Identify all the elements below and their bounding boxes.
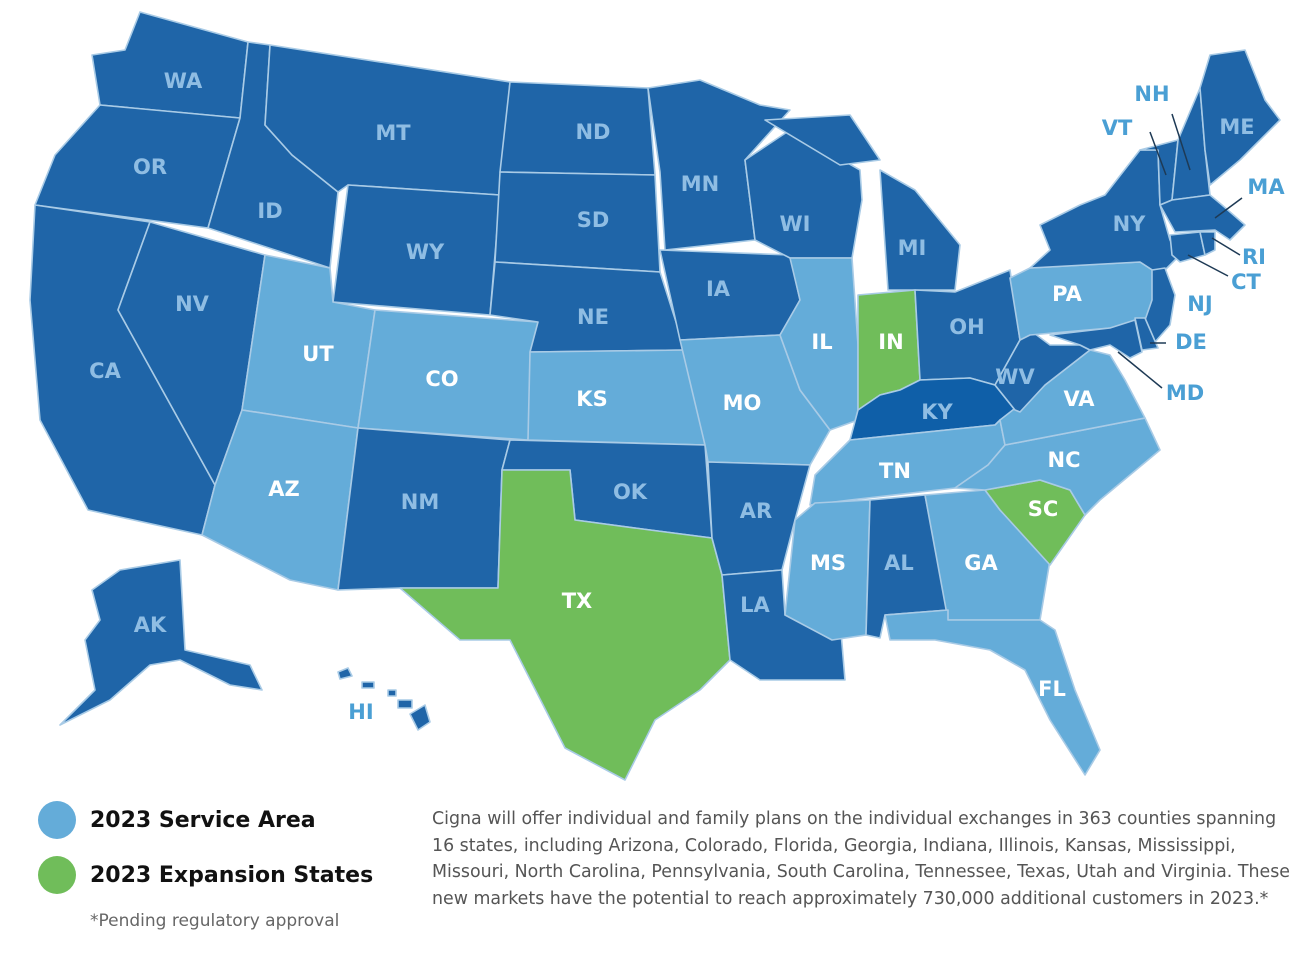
state-label-sd: SD <box>577 208 610 232</box>
state-wa[interactable] <box>91 11 249 119</box>
state-label-il: IL <box>811 330 832 354</box>
state-label-hi: HI <box>348 700 373 724</box>
state-label-al: AL <box>884 551 914 575</box>
state-md[interactable] <box>1049 319 1143 359</box>
state-label-nj: NJ <box>1187 292 1212 316</box>
state-label-mi: MI <box>898 236 927 260</box>
state-label-ar: AR <box>740 499 772 523</box>
state-label-wv: WV <box>995 365 1035 389</box>
state-label-nc: NC <box>1048 448 1081 472</box>
legend-item-service-area: 2023 Service Area <box>38 800 398 840</box>
state-nj[interactable] <box>1144 267 1176 343</box>
state-label-nv: NV <box>175 292 210 316</box>
state-label-nm: NM <box>401 490 439 514</box>
state-label-ut: UT <box>302 342 334 366</box>
state-label-nd: ND <box>575 120 610 144</box>
legend-label-expansion-states: 2023 Expansion States <box>90 862 374 888</box>
leader-line-md <box>1117 351 1163 389</box>
state-label-co: CO <box>425 367 458 391</box>
state-or[interactable] <box>34 104 241 229</box>
state-tx[interactable] <box>399 469 731 781</box>
state-label-vt: VT <box>1102 116 1133 140</box>
state-label-in: IN <box>878 330 903 354</box>
state-nc[interactable] <box>954 417 1161 516</box>
state-label-ma: MA <box>1247 175 1285 199</box>
state-label-sc: SC <box>1028 497 1059 521</box>
leader-line-nh <box>1171 113 1191 171</box>
state-label-oh: OH <box>949 315 984 339</box>
leader-lines <box>1117 113 1243 389</box>
legend-label-service-area: 2023 Service Area <box>90 807 316 833</box>
state-label-ga: GA <box>964 551 998 575</box>
state-label-pa: PA <box>1052 282 1082 306</box>
state-label-fl: FL <box>1038 677 1066 701</box>
state-la[interactable] <box>721 569 846 681</box>
state-label-mo: MO <box>723 391 762 415</box>
state-label-mn: MN <box>681 172 719 196</box>
state-label-or: OR <box>133 155 167 179</box>
state-label-ri: RI <box>1242 245 1266 269</box>
state-va[interactable] <box>999 349 1146 446</box>
state-label-de: DE <box>1175 330 1207 354</box>
state-label-wi: WI <box>780 212 811 236</box>
footnote: *Pending regulatory approval <box>90 911 340 931</box>
state-label-ca: CA <box>89 359 121 383</box>
state-label-ak: AK <box>134 613 167 637</box>
state-ny[interactable] <box>1029 149 1181 276</box>
state-label-tn: TN <box>879 459 911 483</box>
state-label-va: VA <box>1063 387 1095 411</box>
state-label-me: ME <box>1219 115 1254 139</box>
state-ma[interactable] <box>1159 194 1246 241</box>
leader-line-vt <box>1149 131 1167 176</box>
state-label-ks: KS <box>576 387 607 411</box>
state-label-id: ID <box>257 199 282 223</box>
state-label-wy: WY <box>406 240 445 264</box>
leader-line-ri <box>1211 237 1241 256</box>
state-ak[interactable] <box>59 559 263 726</box>
state-hi[interactable] <box>337 667 431 731</box>
state-ks[interactable] <box>527 349 706 446</box>
leader-line-ma <box>1214 197 1243 219</box>
leader-line-ct <box>1187 254 1229 277</box>
us-map: WA OR CA ID NV MT WY UT AZ CO NM ND SD N… <box>29 11 1285 781</box>
state-label-mt: MT <box>375 121 411 145</box>
expansion-states-swatch <box>38 856 76 894</box>
state-label-ia: IA <box>706 277 731 301</box>
legend-item-expansion-states: 2023 Expansion States <box>38 855 398 895</box>
state-label-la: LA <box>740 593 770 617</box>
service-area-swatch <box>38 801 76 839</box>
state-label-ct: CT <box>1231 270 1261 294</box>
state-label-nh: NH <box>1134 82 1169 106</box>
state-fl[interactable] <box>884 609 1101 776</box>
legend: 2023 Service Area 2023 Expansion States <box>38 800 398 910</box>
state-label-tx: TX <box>562 589 593 613</box>
state-label-az: AZ <box>268 477 299 501</box>
state-label-wa: WA <box>164 69 203 93</box>
state-label-ok: OK <box>613 480 648 504</box>
state-label-ms: MS <box>810 551 846 575</box>
state-ri[interactable] <box>1199 231 1216 256</box>
state-label-ne: NE <box>577 305 609 329</box>
state-label-ny: NY <box>1113 212 1147 236</box>
state-label-md: MD <box>1166 381 1204 405</box>
description-text: Cigna will offer individual and family p… <box>432 809 1290 909</box>
state-ct[interactable] <box>1169 231 1206 263</box>
state-mi[interactable] <box>764 114 961 291</box>
state-me[interactable] <box>1199 49 1281 186</box>
state-il[interactable] <box>779 257 859 431</box>
state-label-ky: KY <box>921 400 953 424</box>
